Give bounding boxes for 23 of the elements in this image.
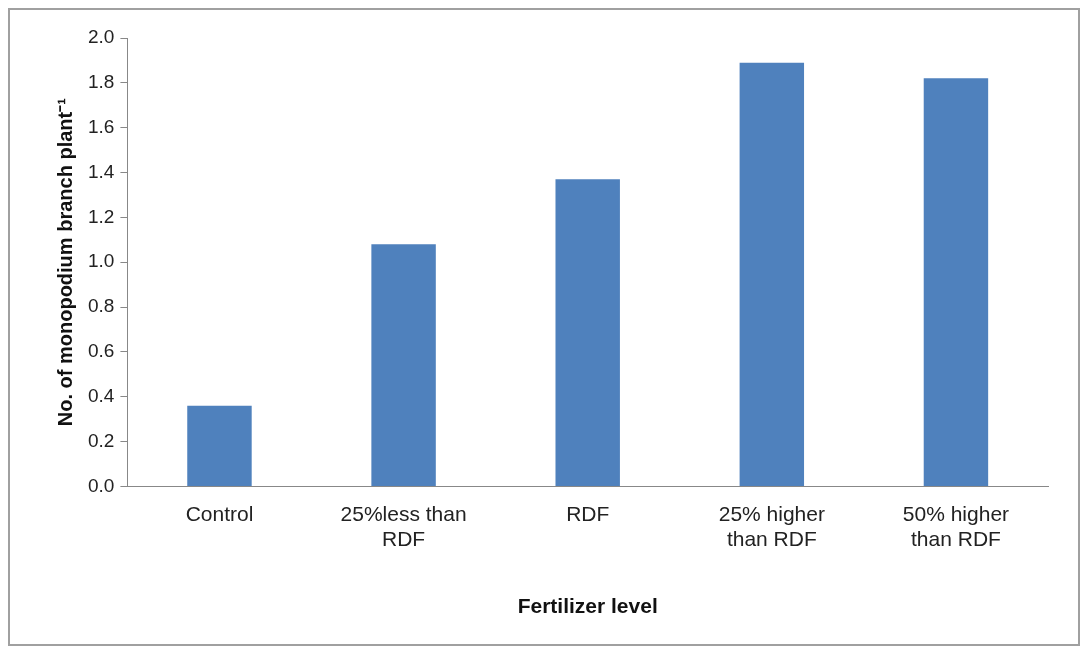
y-axis-title: No. of monopodium branch plant⁻¹ <box>53 97 76 427</box>
bar <box>739 62 805 486</box>
y-tick-label: 0.8 <box>87 295 115 317</box>
bar <box>187 405 252 486</box>
y-tick-label: 0.4 <box>87 384 115 406</box>
bar <box>923 78 989 486</box>
y-tick-label: 0.6 <box>87 340 115 362</box>
y-tick-label: 1.4 <box>87 160 115 182</box>
x-tick-label: 50% higher than RDF <box>902 501 1010 550</box>
y-tick-label: 0.2 <box>87 429 115 451</box>
y-tick-label: 1.6 <box>87 115 115 137</box>
bar <box>371 244 436 486</box>
y-tick-label: 1.0 <box>87 250 115 272</box>
x-tick-label: 25% higher than RDF <box>718 501 825 550</box>
y-tick-label: 0.0 <box>87 474 115 496</box>
x-tick-label: Control <box>185 501 254 525</box>
y-tick-label: 2.0 <box>87 26 115 48</box>
x-axis-title: Fertilizer level <box>517 594 658 618</box>
bar <box>555 179 620 486</box>
y-tick-label: 1.8 <box>87 71 115 93</box>
y-tick-label: 1.2 <box>87 205 115 227</box>
x-tick-label: RDF <box>566 501 610 525</box>
x-tick-label: 25%less than RDF <box>340 501 467 550</box>
